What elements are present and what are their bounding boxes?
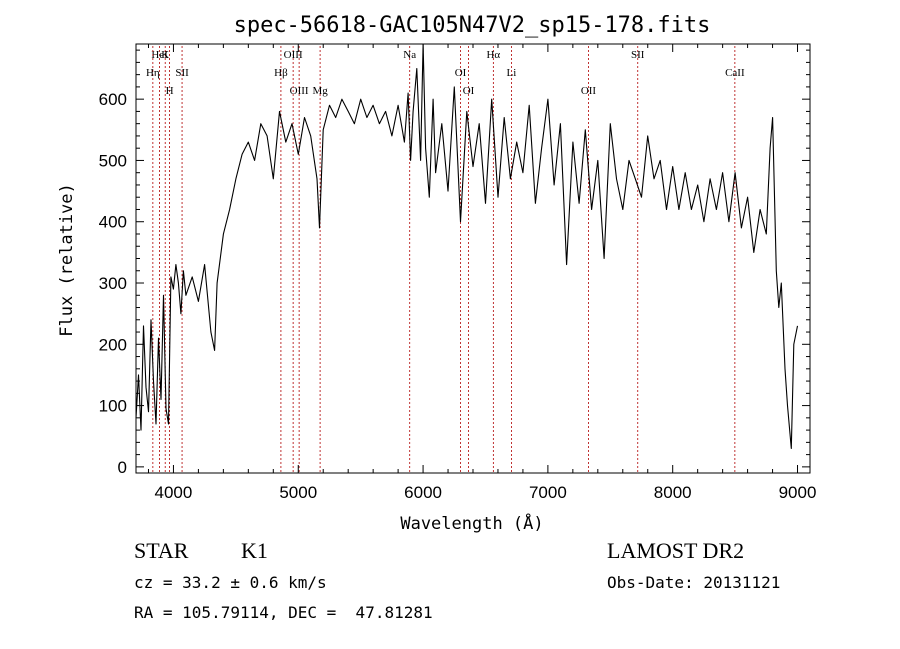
coordinates-readout: RA = 105.79114, DEC = 47.81281 — [134, 603, 433, 622]
line-id-label: Li — [507, 67, 517, 79]
x-tick-label: 5000 — [279, 483, 317, 502]
y-tick-label: 500 — [99, 151, 127, 170]
y-tick-label: 400 — [99, 213, 127, 232]
chart-title: spec-56618-GAC105N47V2_sp15-178.fits — [234, 13, 711, 38]
line-id-label: CaII — [725, 67, 745, 79]
line-id-label: H — [166, 85, 174, 97]
x-tick-label: 7000 — [529, 483, 567, 502]
series-group — [135, 43, 799, 450]
object-subclass: K1 — [241, 538, 268, 563]
plot-frame — [135, 43, 811, 474]
line-id-label: Mg — [312, 85, 328, 97]
spectrum-line-0 — [135, 43, 799, 450]
line-id-label: SII — [175, 67, 189, 79]
y-tick-label: 0 — [118, 458, 127, 477]
y-tick-label: 200 — [99, 335, 127, 354]
y-tick-label: 100 — [99, 397, 127, 416]
line-id-label: OIII — [290, 85, 309, 97]
object-class: STAR — [134, 538, 189, 563]
line-id-markers: HeIHηHKSIIOIIIOIIIHβMgNaOIOIHαLiOIISIICa… — [146, 46, 745, 473]
x-tick-label: 4000 — [155, 483, 193, 502]
line-id-label: Hη — [146, 67, 160, 79]
y-axis: 0 100 200 300 400 500 600 — [99, 49, 810, 477]
y-axis-label: Flux (relative) — [57, 183, 77, 337]
x-tick-label: 6000 — [404, 483, 442, 502]
y-tick-label: 600 — [99, 90, 127, 109]
line-id-label: Hβ — [274, 67, 288, 79]
line-id-label: OII — [581, 85, 597, 97]
y-tick-label: 300 — [99, 274, 127, 293]
line-id-label: K — [161, 49, 169, 61]
line-id-label: Hα — [486, 49, 500, 61]
x-tick-label: 8000 — [654, 483, 692, 502]
line-id-label: OI — [463, 85, 475, 97]
line-id-label: OIII — [284, 49, 303, 61]
x-tick-label: 9000 — [779, 483, 817, 502]
obs-date: Obs-Date: 20131121 — [607, 573, 781, 592]
x-axis: 4000 5000 6000 7000 8000 9000 — [147, 44, 817, 502]
x-axis-label: Wavelength (Å) — [400, 512, 543, 534]
velocity-readout: cz = 33.2 ± 0.6 km/s — [134, 573, 327, 592]
line-id-label: HeI — [151, 49, 168, 61]
line-id-label: SII — [631, 49, 645, 61]
line-id-label: OI — [455, 67, 467, 79]
line-id-label: Na — [403, 49, 416, 61]
survey-name: LAMOST DR2 — [607, 538, 745, 563]
